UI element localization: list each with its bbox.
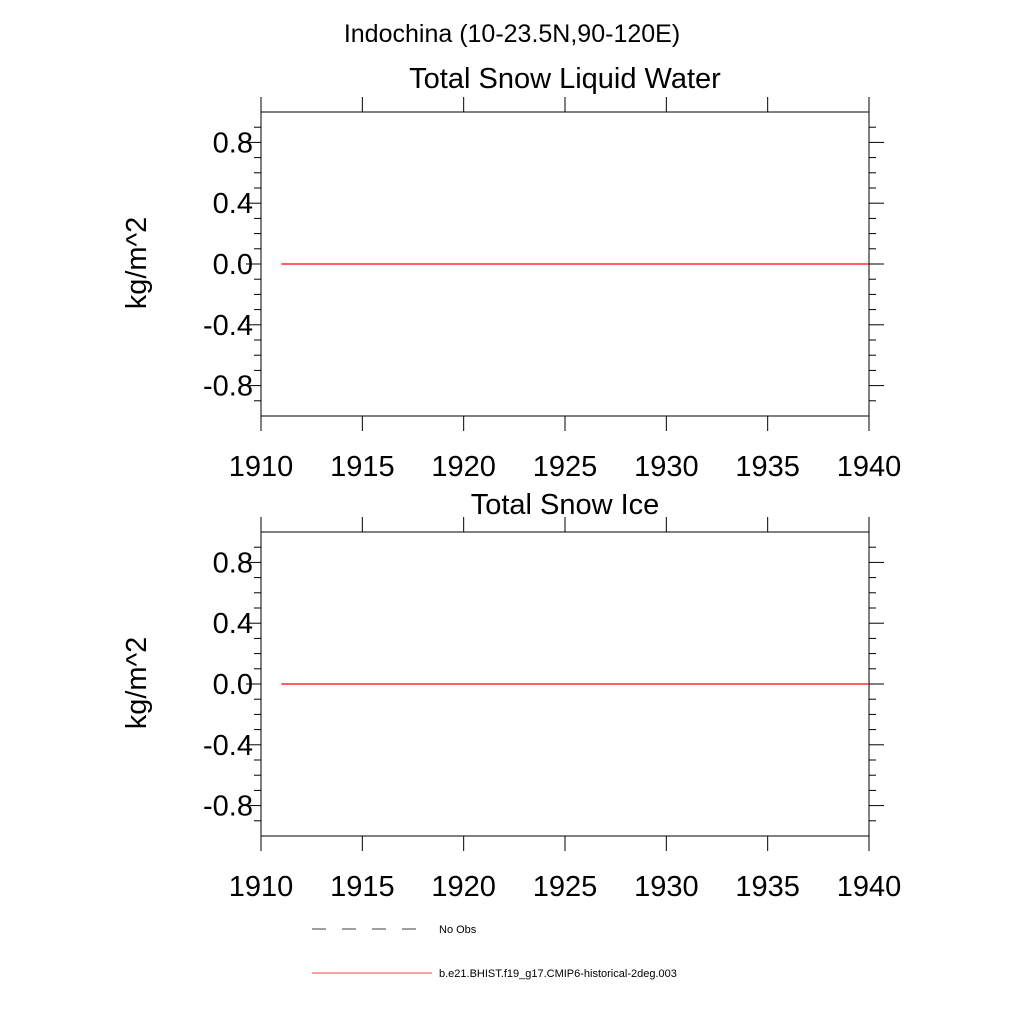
y-tick-label: -0.4: [203, 310, 253, 342]
x-tick-label: 1935: [735, 871, 800, 903]
legend: No Obs b.e21.BHIST.f19_g17.CMIP6-histori…: [312, 924, 677, 980]
x-tick-label: 1925: [533, 451, 598, 483]
y-tick-label: 0.8: [213, 547, 253, 579]
x-tick-label: 1940: [837, 451, 902, 483]
legend-item-model-run: b.e21.BHIST.f19_g17.CMIP6-historical-2de…: [312, 968, 677, 980]
y-tick-label: 0.4: [213, 188, 253, 220]
x-tick-label: 1910: [229, 451, 294, 483]
y-tick-label: -0.8: [203, 791, 253, 823]
y-tick-label: 0.0: [213, 669, 253, 701]
panel-title: Total Snow Liquid Water: [409, 63, 721, 95]
legend-label: b.e21.BHIST.f19_g17.CMIP6-historical-2de…: [439, 968, 677, 980]
figure-title: Indochina (10-23.5N,90-120E): [344, 20, 680, 48]
x-tick-label: 1920: [431, 871, 496, 903]
x-tick-label: 1915: [330, 871, 395, 903]
y-tick-label: -0.4: [203, 730, 253, 762]
legend-item-no-obs: No Obs: [312, 924, 477, 936]
x-tick-label: 1910: [229, 871, 294, 903]
y-tick-label: -0.8: [203, 371, 253, 403]
x-tick-label: 1935: [735, 451, 800, 483]
x-tick-label: 1915: [330, 451, 395, 483]
x-tick-label: 1925: [533, 871, 598, 903]
x-tick-label: 1930: [634, 451, 699, 483]
y-axis-label: kg/m^2: [121, 637, 153, 730]
legend-label: No Obs: [439, 924, 477, 936]
panel-snow-liquid-water: Total Snow Liquid Water kg/m^2 1910 1915 1…: [121, 63, 901, 483]
y-tick-label: 0.8: [213, 127, 253, 159]
panel-snow-ice: Total Snow Ice kg/m^2 1910 1915 1920 1925 19…: [121, 489, 901, 903]
panel-title: Total Snow Ice: [471, 489, 660, 521]
y-tick-label: 0.4: [213, 608, 253, 640]
x-tick-label: 1940: [837, 871, 902, 903]
y-axis-label: kg/m^2: [121, 217, 153, 310]
y-tick-label: 0.0: [213, 249, 253, 281]
x-tick-label: 1930: [634, 871, 699, 903]
x-tick-label: 1920: [431, 451, 496, 483]
